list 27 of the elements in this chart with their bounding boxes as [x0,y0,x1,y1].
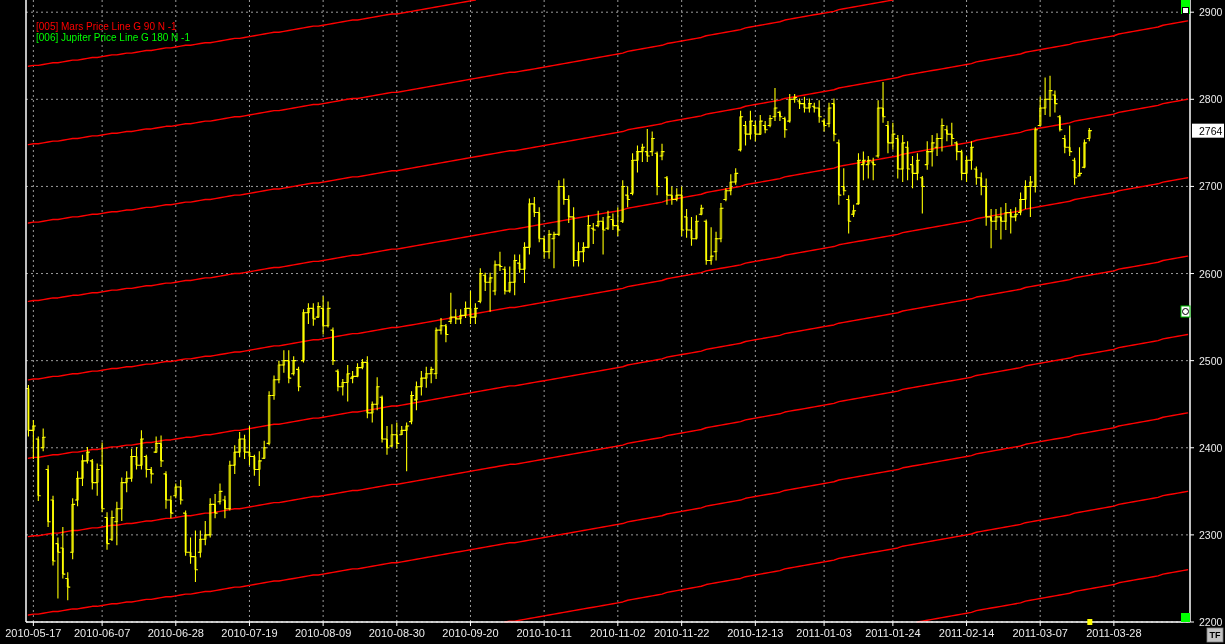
y-tick-label: 2600 [1199,267,1223,280]
text: 2764 [1199,124,1223,137]
x-tick-label: 2010-12-13 [727,627,784,639]
y-tick-label: 2900 [1199,6,1223,19]
x-tick-label: 2010-11-22 [653,627,710,639]
x-tick-label: 2010-06-07 [73,627,131,639]
x-tick-label: 2011-02-14 [938,627,995,639]
x-tick-label: 2010-09-20 [442,627,499,639]
annotation: [006] Jupiter Price Line G 180 N -1 [36,31,191,43]
x-tick-label: 2010-08-30 [368,627,425,639]
x-tick-label: 2011-01-24 [865,627,921,639]
y-tick-label: 2300 [1199,528,1223,541]
x-tick-label: 2010-05-17 [5,627,62,639]
series-label: [005] Mars Price Line G 90 N -1 [36,20,178,32]
y-tick-label: 2700 [1199,180,1223,193]
y-tick-label: 2200 [1199,616,1223,628]
x-tick-label: 2011-03-28 [1086,627,1142,639]
y-tick-label: 2800 [1199,93,1223,106]
x-tick-label: 2010-06-28 [147,627,204,639]
x-tick-label: 2011-01-03 [796,627,852,639]
x-tick-label: 2010-07-19 [221,627,278,639]
x-tick-label: 2011-03-07 [1012,627,1068,639]
x-tick-label: 2010-08-09 [295,627,352,639]
y-tick-label: 2500 [1199,354,1223,367]
x-tick-label: 2010-10-11 [516,627,572,639]
y-tick-label: 2400 [1199,441,1223,454]
x-tick-label: 2010-11-02 [590,627,646,639]
